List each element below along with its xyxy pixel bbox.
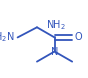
Text: N: N bbox=[51, 47, 58, 57]
Text: NH$_2$: NH$_2$ bbox=[46, 18, 66, 32]
Text: O: O bbox=[75, 32, 82, 42]
Text: H$_2$N: H$_2$N bbox=[0, 31, 14, 44]
